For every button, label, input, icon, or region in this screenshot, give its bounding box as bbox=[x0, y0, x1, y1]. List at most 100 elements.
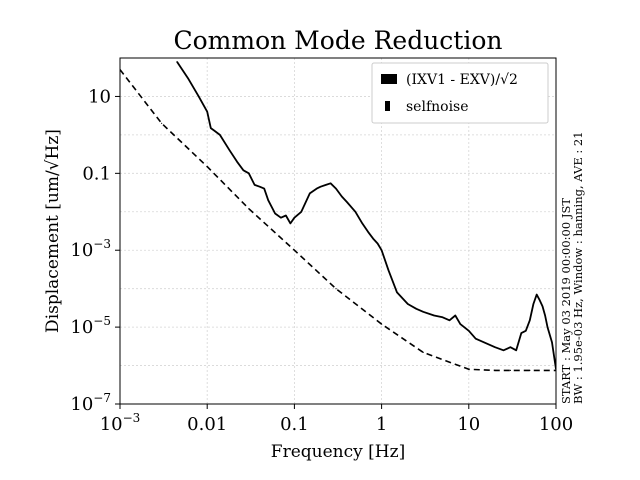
series-1-point bbox=[377, 242, 379, 245]
series-1-point bbox=[551, 341, 553, 343]
series-1-point bbox=[422, 311, 424, 313]
series-1-point bbox=[502, 349, 505, 351]
series-2-point bbox=[293, 249, 295, 251]
series-1-point bbox=[532, 303, 535, 305]
series-1-point bbox=[448, 319, 451, 321]
series-1-point bbox=[442, 316, 444, 318]
series-1-point bbox=[335, 188, 337, 190]
series-1-point bbox=[525, 330, 527, 332]
series-1-point bbox=[236, 161, 238, 163]
series-1-point bbox=[210, 127, 212, 129]
plot-frame bbox=[119, 57, 557, 405]
series-1-point bbox=[407, 303, 409, 305]
legend-label-series-1: (IXV1 - EXV)/√2 bbox=[406, 72, 518, 88]
series-1-point bbox=[381, 249, 383, 251]
series-1-point bbox=[509, 346, 511, 348]
series-2-point bbox=[381, 323, 383, 325]
series-1-point bbox=[515, 349, 517, 351]
legend: (IXV1 - EXV)/√2 selfnoise bbox=[371, 62, 549, 124]
series-2-point bbox=[494, 369, 496, 371]
series-1-point bbox=[254, 184, 256, 186]
series-1-point bbox=[387, 269, 390, 271]
series-1-point bbox=[325, 184, 327, 186]
series-2-point bbox=[248, 208, 250, 210]
series-1-point bbox=[354, 211, 356, 213]
legend-label-selfnoise: selfnoise bbox=[406, 99, 469, 115]
x-axis-label: Frequency [Hz] bbox=[271, 442, 405, 462]
series-1-point bbox=[285, 214, 287, 217]
legend-swatch-series-1 bbox=[381, 74, 397, 84]
series-1-point bbox=[459, 323, 461, 325]
chart-title: Common Mode Reduction bbox=[173, 26, 502, 55]
series-1-point bbox=[316, 188, 318, 190]
x-tick-label: 0.01 bbox=[187, 414, 227, 435]
x-tick-label: 10−3 bbox=[100, 411, 141, 435]
series-1-point bbox=[415, 308, 417, 310]
y-tick-label: 10 bbox=[88, 86, 111, 107]
series-1-point bbox=[176, 61, 178, 63]
series-1-point bbox=[309, 192, 311, 194]
series-1-point bbox=[367, 231, 369, 233]
y-axis-ticks: 10−7 10−5 10−3 0.1 10 bbox=[70, 86, 120, 415]
series-1-point bbox=[228, 149, 231, 151]
series-1-point bbox=[280, 217, 282, 219]
series-1-point bbox=[213, 129, 215, 132]
series-1-point bbox=[483, 341, 485, 343]
y-tick-label: 10−5 bbox=[70, 314, 111, 338]
series-1-point bbox=[494, 346, 496, 348]
series-1-point bbox=[361, 222, 363, 224]
series-1-point bbox=[248, 172, 250, 174]
series-1 bbox=[176, 61, 556, 370]
series-1-point bbox=[263, 188, 265, 190]
series-1-point bbox=[320, 186, 322, 188]
x-tick-label: 1 bbox=[376, 414, 387, 435]
series-1-point bbox=[529, 319, 531, 321]
series-1-point bbox=[396, 291, 398, 293]
series-2-point bbox=[509, 369, 511, 371]
series-1-point bbox=[267, 199, 269, 201]
series-1-point bbox=[206, 111, 208, 113]
series-1-point bbox=[433, 314, 435, 317]
series-2-point bbox=[335, 288, 337, 290]
x-tick-label: 0.1 bbox=[280, 414, 309, 435]
series-1-point bbox=[242, 169, 244, 171]
series-1-point bbox=[544, 314, 546, 317]
series-1-point bbox=[539, 299, 541, 301]
series-1-point bbox=[520, 332, 522, 334]
y-tick-label: 0.1 bbox=[82, 163, 111, 184]
series-1-point bbox=[274, 212, 276, 215]
x-tick-label: 10 bbox=[457, 414, 480, 435]
grid-lines bbox=[119, 57, 557, 405]
series-1-point bbox=[259, 186, 261, 188]
legend-box bbox=[371, 62, 549, 124]
series-1-point bbox=[372, 238, 374, 240]
series-2-point bbox=[529, 369, 531, 371]
y-tick-label: 10−3 bbox=[70, 237, 111, 261]
side-annotation-bandwidth: BW : 1.95e-03 Hz, Window : hanning, AVE … bbox=[571, 131, 585, 404]
series-1-point bbox=[341, 195, 343, 198]
series-1-point bbox=[198, 95, 200, 97]
series-1-point bbox=[219, 134, 221, 136]
series-1-point bbox=[293, 217, 295, 219]
series-2-point bbox=[161, 122, 163, 124]
series-1-point bbox=[454, 314, 456, 317]
series-1-point bbox=[468, 330, 470, 332]
y-tick-label: 10−7 bbox=[70, 391, 111, 415]
x-axis-ticks: 10−3 0.01 0.1 1 10 100 bbox=[100, 404, 573, 435]
series-2-point bbox=[422, 351, 424, 353]
series-1-point bbox=[536, 294, 538, 296]
series-1-point bbox=[330, 182, 332, 184]
series-2-point bbox=[206, 166, 208, 168]
series-1-point bbox=[346, 201, 348, 203]
y-axis-label: Displacement [um/√Hz] bbox=[43, 129, 63, 333]
series-2-point bbox=[468, 368, 470, 370]
legend-swatch-selfnoise bbox=[385, 101, 390, 111]
series-1-point bbox=[300, 211, 302, 213]
series-1-point bbox=[475, 338, 477, 340]
series-1-point bbox=[546, 326, 549, 328]
series-1-point bbox=[289, 222, 291, 224]
side-annotation-start: START : May 03 2019 00:00:00 JST bbox=[559, 198, 573, 404]
series-1-point bbox=[541, 305, 544, 307]
series-1-point bbox=[187, 77, 189, 79]
